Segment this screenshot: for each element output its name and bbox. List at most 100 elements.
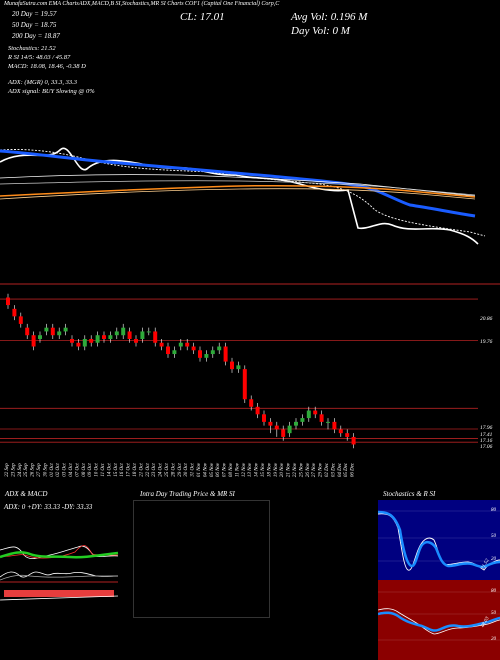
ema200-label: 200 Day = 18.87 <box>12 32 60 40</box>
date-tick-label: 04 Oct <box>69 463 74 477</box>
adx-signal-label: ADX signal: BUY Slowing @ 0% <box>8 88 95 95</box>
ema20-label: 20 Day = 19.57 <box>12 10 57 18</box>
stoch-blue-line <box>378 510 500 569</box>
candle-body <box>230 361 234 370</box>
candle-body <box>204 354 209 358</box>
candle-body <box>63 327 68 332</box>
adx-green-line <box>0 551 119 559</box>
date-tick-label: 26 Nov <box>306 462 311 477</box>
date-tick-label: 07 Oct <box>75 463 80 477</box>
rsi-white-line <box>378 608 500 635</box>
date-tick-label: 01 Nov <box>197 462 202 477</box>
candle-body <box>57 331 62 336</box>
price-label-3: 17.96 <box>480 425 493 431</box>
candle-body <box>319 414 324 422</box>
date-tick-label: 10 Oct <box>95 463 100 477</box>
date-tick-label: 15 Nov <box>261 462 266 477</box>
date-labels-group: 22 Sep 23 Sep 24 Sep 25 Sep 26 Sep 27 Sep 30 S… <box>5 462 356 477</box>
candle-body <box>134 338 138 343</box>
adx-label: ADX: (MGR) 0, 33.3, 33.3 <box>8 79 77 86</box>
candles-group <box>6 293 356 449</box>
ema-long-line <box>0 180 476 196</box>
candle-body <box>326 421 330 423</box>
date-tick-label: 08 Nov <box>229 462 234 477</box>
close-label: CL: 17.01 <box>180 11 225 23</box>
date-tick-label: 09 Oct <box>88 463 93 477</box>
candle-body <box>89 338 94 343</box>
adx-panel-title: ADX & MACD <box>5 490 48 498</box>
candle-body <box>108 335 113 339</box>
candle-body <box>223 346 228 362</box>
candle-body <box>236 365 241 370</box>
candle-body <box>76 342 81 347</box>
candle-body <box>217 346 222 351</box>
date-tick-label: 24 Sep <box>18 463 23 477</box>
date-tick-label: 05 Nov <box>210 462 215 477</box>
price-line <box>0 147 479 245</box>
stochastics-label: Stochastics: 21.52 <box>8 45 56 52</box>
date-tick-label: 30 Oct <box>184 463 189 477</box>
date-tick-label: 06 Dec <box>351 462 356 477</box>
date-tick-label: 13 Nov <box>248 462 253 477</box>
candle-body <box>12 308 17 317</box>
candle-body <box>18 316 23 324</box>
date-tick-label: 11 Nov <box>235 462 240 477</box>
price-label-4: 17.41 <box>480 432 493 438</box>
candle-body <box>114 331 119 336</box>
date-tick-label: 29 Oct <box>178 463 183 477</box>
candle-body <box>166 346 170 355</box>
candle-body <box>242 369 247 400</box>
date-tick-label: 18 Nov <box>267 462 272 477</box>
stoch-rsi-panel <box>378 500 500 660</box>
date-tick-label: 30 Sep <box>43 463 48 477</box>
date-tick-label: 03 Oct <box>63 463 68 477</box>
candle-body <box>198 350 202 358</box>
date-tick-label: 04 Dec <box>338 462 343 477</box>
macd-label: MACD: 18.08, 18.46, -0.38 D <box>8 63 86 70</box>
ema50-label: 50 Day = 18.75 <box>12 21 57 29</box>
candle-body <box>102 335 106 339</box>
candle-body <box>82 338 87 347</box>
adx-macd-panel <box>0 500 119 660</box>
candle-body <box>70 338 74 343</box>
candle-body <box>50 327 55 336</box>
date-tick-label: 11 Oct <box>101 463 106 477</box>
date-tick-label: 29 Nov <box>319 462 324 477</box>
adx-readout: ADX: 0 +DY: 33.33 -DY: 33.33 <box>4 503 93 511</box>
candle-body <box>153 331 158 343</box>
candle-body <box>95 335 100 343</box>
header-top-line: MunafaSutra.com EMA ChartsADX,MACD,B SI,… <box>4 1 280 7</box>
date-tick-label: 25 Oct <box>165 463 170 477</box>
candle-body <box>121 327 126 336</box>
date-tick-label: 04 Nov <box>203 462 208 477</box>
date-tick-label: 02 Oct <box>56 463 61 477</box>
candle-body <box>338 429 343 434</box>
price-label-2: 19.76 <box>480 339 493 345</box>
candle-body <box>332 421 337 430</box>
date-tick-label: 21 Nov <box>287 462 292 477</box>
candle-body <box>127 331 132 339</box>
candle-body <box>44 327 49 332</box>
candle-body <box>345 433 350 437</box>
rsi-bg <box>378 580 500 660</box>
date-tick-label: 22 Nov <box>293 462 298 477</box>
date-tick-label: 08 Oct <box>82 463 87 477</box>
stoch-tick-80: 80 <box>491 508 496 513</box>
date-tick-label: 14 Oct <box>107 463 112 477</box>
date-tick-label: 28 Oct <box>171 463 176 477</box>
ema-200-line <box>0 184 476 198</box>
date-tick-label: 07 Nov <box>223 462 228 477</box>
date-tick-label: 05 Dec <box>344 462 349 477</box>
date-tick-label: 22 Sep <box>5 463 10 477</box>
candle-body <box>6 297 10 306</box>
candle-body <box>287 425 292 434</box>
candle-body <box>185 342 190 347</box>
candle-body <box>274 425 279 430</box>
date-tick-label: 03 Dec <box>331 462 336 477</box>
candle-body <box>306 410 311 419</box>
rsi-tick-20: 20 <box>491 637 496 642</box>
price-label-5: 17.16 <box>480 438 493 444</box>
candle-body <box>25 327 30 336</box>
stoch-tick-20: 20 <box>491 557 496 562</box>
date-tick-label: 12 Nov <box>242 462 247 477</box>
